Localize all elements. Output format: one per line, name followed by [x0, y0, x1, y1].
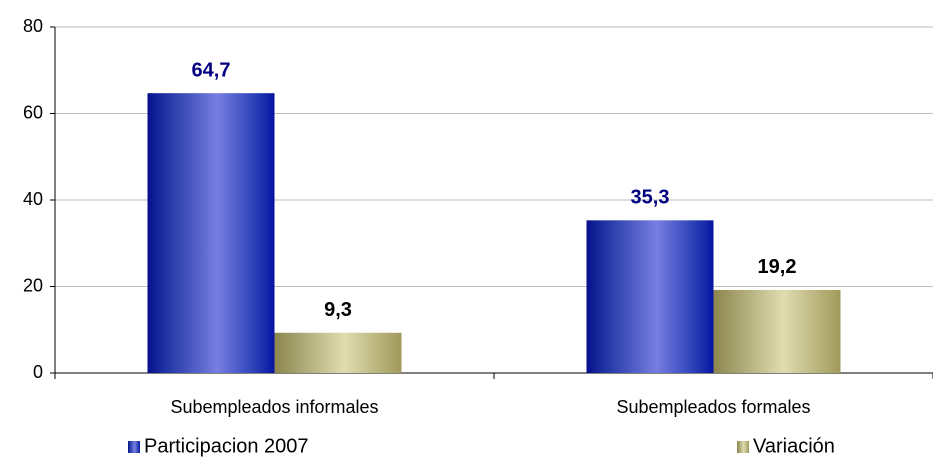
- y-tick-label: 40: [23, 189, 43, 209]
- bar: [586, 220, 714, 373]
- y-tick-label: 60: [23, 102, 43, 122]
- y-tick-label: 20: [23, 275, 43, 295]
- bar: [274, 332, 402, 373]
- y-tick-label: 0: [33, 362, 43, 382]
- value-label: 35,3: [631, 187, 670, 209]
- value-label: 9,3: [324, 299, 352, 321]
- legend-swatch: [128, 441, 140, 453]
- legend-swatch: [737, 441, 749, 453]
- x-tick-label: Subempleados informales: [170, 397, 378, 417]
- value-label: 19,2: [758, 256, 797, 278]
- y-tick-label: 80: [23, 16, 43, 36]
- x-tick-label: Subempleados formales: [616, 397, 810, 417]
- legend-label: Variación: [753, 435, 835, 457]
- legend-label: Participacion 2007: [144, 435, 309, 457]
- bar: [713, 289, 841, 373]
- value-label: 64,7: [192, 59, 231, 81]
- bar: [147, 93, 275, 374]
